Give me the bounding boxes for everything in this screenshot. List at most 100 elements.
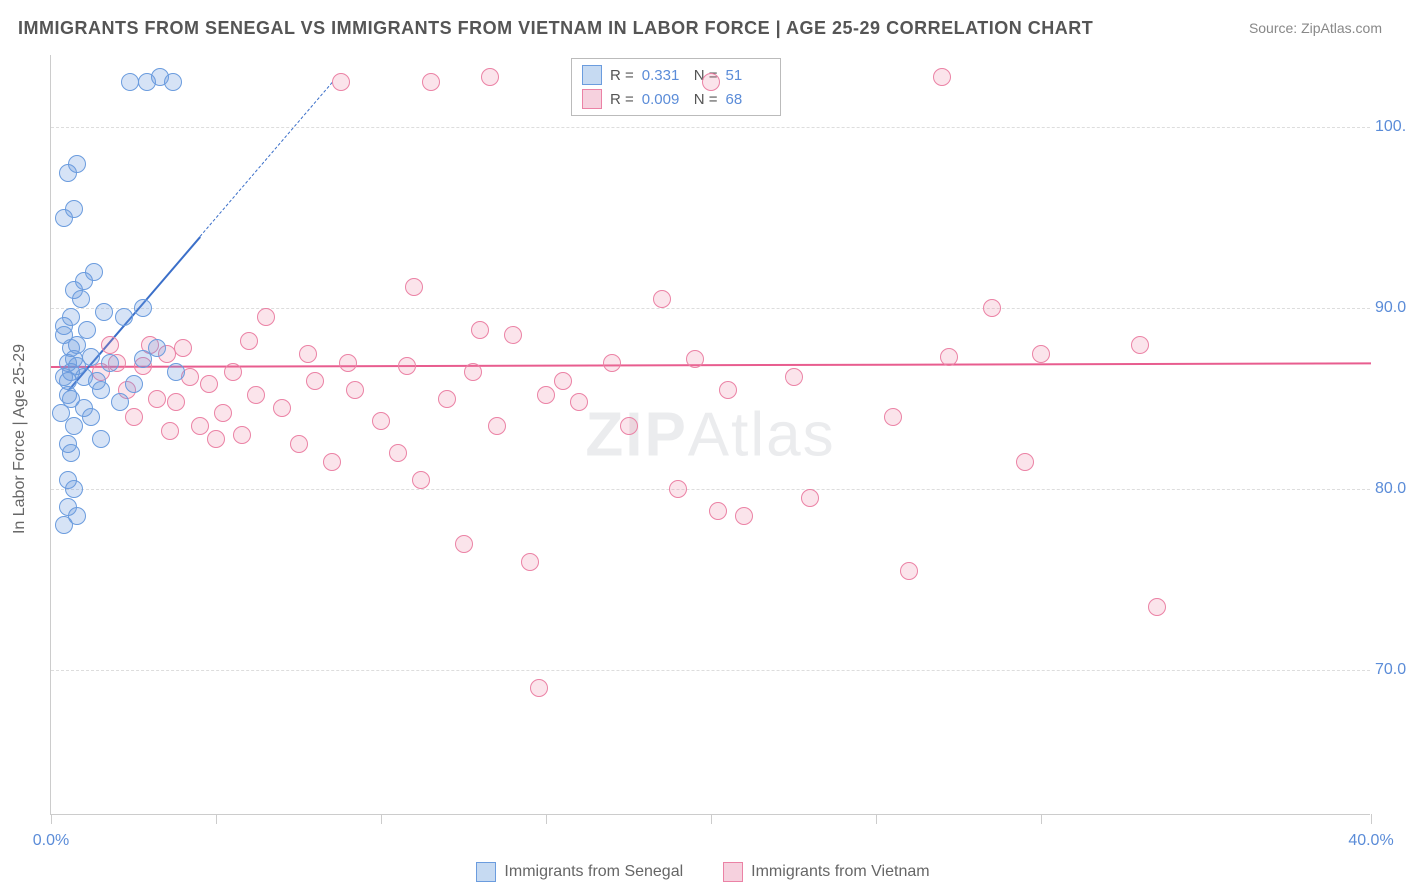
data-point bbox=[82, 408, 100, 426]
swatch-vietnam bbox=[723, 862, 743, 882]
data-point bbox=[884, 408, 902, 426]
r-value-senegal: 0.331 bbox=[642, 67, 686, 84]
gridline bbox=[51, 308, 1370, 309]
data-point bbox=[603, 354, 621, 372]
bottom-legend: Immigrants from Senegal Immigrants from … bbox=[0, 862, 1406, 882]
data-point bbox=[240, 332, 258, 350]
source-prefix: Source: bbox=[1249, 20, 1301, 36]
legend-item-vietnam: Immigrants from Vietnam bbox=[723, 862, 929, 882]
data-point bbox=[481, 68, 499, 86]
data-point bbox=[537, 386, 555, 404]
data-point bbox=[372, 412, 390, 430]
data-point bbox=[412, 471, 430, 489]
data-point bbox=[148, 390, 166, 408]
data-point bbox=[702, 73, 720, 91]
data-point bbox=[121, 73, 139, 91]
data-point bbox=[92, 430, 110, 448]
swatch-senegal bbox=[582, 65, 602, 85]
x-tick bbox=[1041, 814, 1042, 824]
data-point bbox=[299, 345, 317, 363]
correlation-chart: IMMIGRANTS FROM SENEGAL VS IMMIGRANTS FR… bbox=[0, 0, 1406, 892]
data-point bbox=[620, 417, 638, 435]
n-value-senegal: 51 bbox=[726, 67, 770, 84]
stats-row-senegal: R = 0.331 N = 51 bbox=[582, 63, 770, 87]
data-point bbox=[273, 399, 291, 417]
legend-label-senegal: Immigrants from Senegal bbox=[504, 863, 683, 881]
x-tick-label: 40.0% bbox=[1348, 832, 1393, 850]
source-name: ZipAtlas.com bbox=[1301, 20, 1382, 36]
data-point bbox=[554, 372, 572, 390]
data-point bbox=[504, 326, 522, 344]
data-point bbox=[488, 417, 506, 435]
data-point bbox=[55, 368, 73, 386]
data-point bbox=[719, 381, 737, 399]
data-point bbox=[115, 308, 133, 326]
x-tick bbox=[876, 814, 877, 824]
data-point bbox=[257, 308, 275, 326]
x-tick bbox=[1371, 814, 1372, 824]
data-point bbox=[191, 417, 209, 435]
x-tick bbox=[381, 814, 382, 824]
gridline bbox=[51, 127, 1370, 128]
data-point bbox=[389, 444, 407, 462]
data-point bbox=[68, 155, 86, 173]
r-value-vietnam: 0.009 bbox=[642, 91, 686, 108]
data-point bbox=[207, 430, 225, 448]
data-point bbox=[62, 308, 80, 326]
x-tick-label: 0.0% bbox=[33, 832, 69, 850]
data-point bbox=[200, 375, 218, 393]
y-axis-title: In Labor Force | Age 25-29 bbox=[11, 344, 29, 534]
data-point bbox=[65, 200, 83, 218]
data-point bbox=[174, 339, 192, 357]
data-point bbox=[940, 348, 958, 366]
data-point bbox=[521, 553, 539, 571]
data-point bbox=[78, 321, 96, 339]
data-point bbox=[125, 408, 143, 426]
data-point bbox=[134, 350, 152, 368]
gridline bbox=[51, 489, 1370, 490]
legend-item-senegal: Immigrants from Senegal bbox=[476, 862, 683, 882]
y-tick-label: 90.0% bbox=[1375, 299, 1406, 317]
data-point bbox=[101, 336, 119, 354]
data-point bbox=[111, 393, 129, 411]
data-point bbox=[1032, 345, 1050, 363]
n-value-vietnam: 68 bbox=[726, 91, 770, 108]
data-point bbox=[735, 507, 753, 525]
data-point bbox=[167, 363, 185, 381]
data-point bbox=[323, 453, 341, 471]
data-point bbox=[438, 390, 456, 408]
trend-line bbox=[51, 363, 1371, 369]
data-point bbox=[785, 368, 803, 386]
data-point bbox=[167, 393, 185, 411]
n-label: N = bbox=[694, 91, 718, 108]
watermark-bold: ZIP bbox=[585, 400, 687, 469]
data-point bbox=[233, 426, 251, 444]
chart-title: IMMIGRANTS FROM SENEGAL VS IMMIGRANTS FR… bbox=[18, 18, 1093, 39]
data-point bbox=[933, 68, 951, 86]
data-point bbox=[65, 480, 83, 498]
data-point bbox=[339, 354, 357, 372]
data-point bbox=[709, 502, 727, 520]
data-point bbox=[669, 480, 687, 498]
data-point bbox=[1148, 598, 1166, 616]
gridline bbox=[51, 670, 1370, 671]
data-point bbox=[405, 278, 423, 296]
data-point bbox=[346, 381, 364, 399]
data-point bbox=[164, 73, 182, 91]
data-point bbox=[332, 73, 350, 91]
data-point bbox=[161, 422, 179, 440]
swatch-senegal bbox=[476, 862, 496, 882]
data-point bbox=[62, 339, 80, 357]
r-label: R = bbox=[610, 67, 634, 84]
data-point bbox=[983, 299, 1001, 317]
data-point bbox=[85, 263, 103, 281]
stats-legend-box: R = 0.331 N = 51 R = 0.009 N = 68 bbox=[571, 58, 781, 116]
data-point bbox=[52, 404, 70, 422]
data-point bbox=[247, 386, 265, 404]
r-label: R = bbox=[610, 91, 634, 108]
data-point bbox=[306, 372, 324, 390]
data-point bbox=[214, 404, 232, 422]
legend-label-vietnam: Immigrants from Vietnam bbox=[751, 863, 929, 881]
data-point bbox=[101, 354, 119, 372]
y-tick-label: 80.0% bbox=[1375, 480, 1406, 498]
